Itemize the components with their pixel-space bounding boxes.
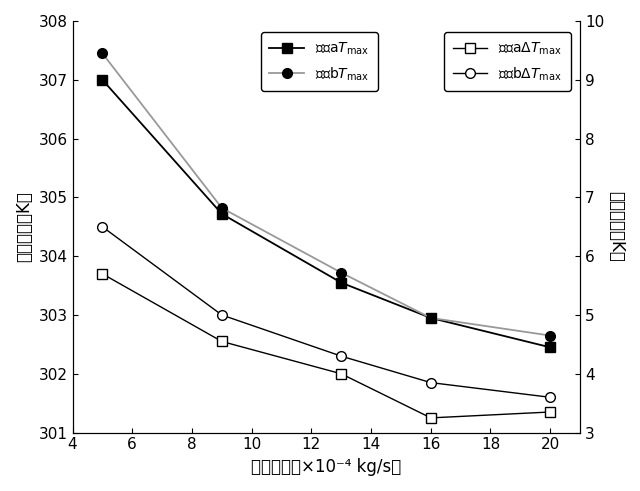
冷板a$\Delta T_{\mathrm{max}}$ <box>547 409 554 415</box>
Y-axis label: 最高温度（K）: 最高温度（K） <box>15 191 33 262</box>
冷板a$\Delta T_{\mathrm{max}}$ <box>218 338 226 344</box>
Line: 冷板b$\Delta T_{\mathrm{max}}$: 冷板b$\Delta T_{\mathrm{max}}$ <box>97 222 555 402</box>
冷板a$T_{\mathrm{max}}$ <box>547 344 554 350</box>
冷板a$T_{\mathrm{max}}$ <box>99 77 106 83</box>
冷板a$T_{\mathrm{max}}$ <box>427 315 435 321</box>
冷板b$T_{\mathrm{max}}$ <box>337 270 345 275</box>
Line: 冷板a$T_{\mathrm{max}}$: 冷板a$T_{\mathrm{max}}$ <box>97 75 555 352</box>
冷板b$\Delta T_{\mathrm{max}}$ <box>218 312 226 318</box>
冷板b$T_{\mathrm{max}}$ <box>427 315 435 321</box>
冷板b$\Delta T_{\mathrm{max}}$ <box>547 394 554 400</box>
冷板b$\Delta T_{\mathrm{max}}$ <box>427 380 435 385</box>
Legend: 冷板a$\Delta T_{\mathrm{max}}$, 冷板b$\Delta T_{\mathrm{max}}$: 冷板a$\Delta T_{\mathrm{max}}$, 冷板b$\Delta… <box>444 32 571 91</box>
冷板b$T_{\mathrm{max}}$ <box>99 51 106 56</box>
冷板a$\Delta T_{\mathrm{max}}$ <box>99 271 106 277</box>
冷板a$T_{\mathrm{max}}$ <box>337 280 345 286</box>
冷板b$T_{\mathrm{max}}$ <box>218 205 226 211</box>
冷板a$\Delta T_{\mathrm{max}}$ <box>427 415 435 421</box>
冷板a$T_{\mathrm{max}}$ <box>218 211 226 217</box>
Line: 冷板a$\Delta T_{\mathrm{max}}$: 冷板a$\Delta T_{\mathrm{max}}$ <box>97 269 555 423</box>
冷板a$\Delta T_{\mathrm{max}}$ <box>337 371 345 377</box>
Line: 冷板b$T_{\mathrm{max}}$: 冷板b$T_{\mathrm{max}}$ <box>97 49 555 340</box>
冷板b$\Delta T_{\mathrm{max}}$ <box>337 353 345 359</box>
冷板b$T_{\mathrm{max}}$ <box>547 332 554 338</box>
冷板b$\Delta T_{\mathrm{max}}$ <box>99 224 106 230</box>
Y-axis label: 最大温差（K）: 最大温差（K） <box>607 191 625 262</box>
X-axis label: 质量流量（×10⁻⁴ kg/s）: 质量流量（×10⁻⁴ kg/s） <box>251 458 401 476</box>
